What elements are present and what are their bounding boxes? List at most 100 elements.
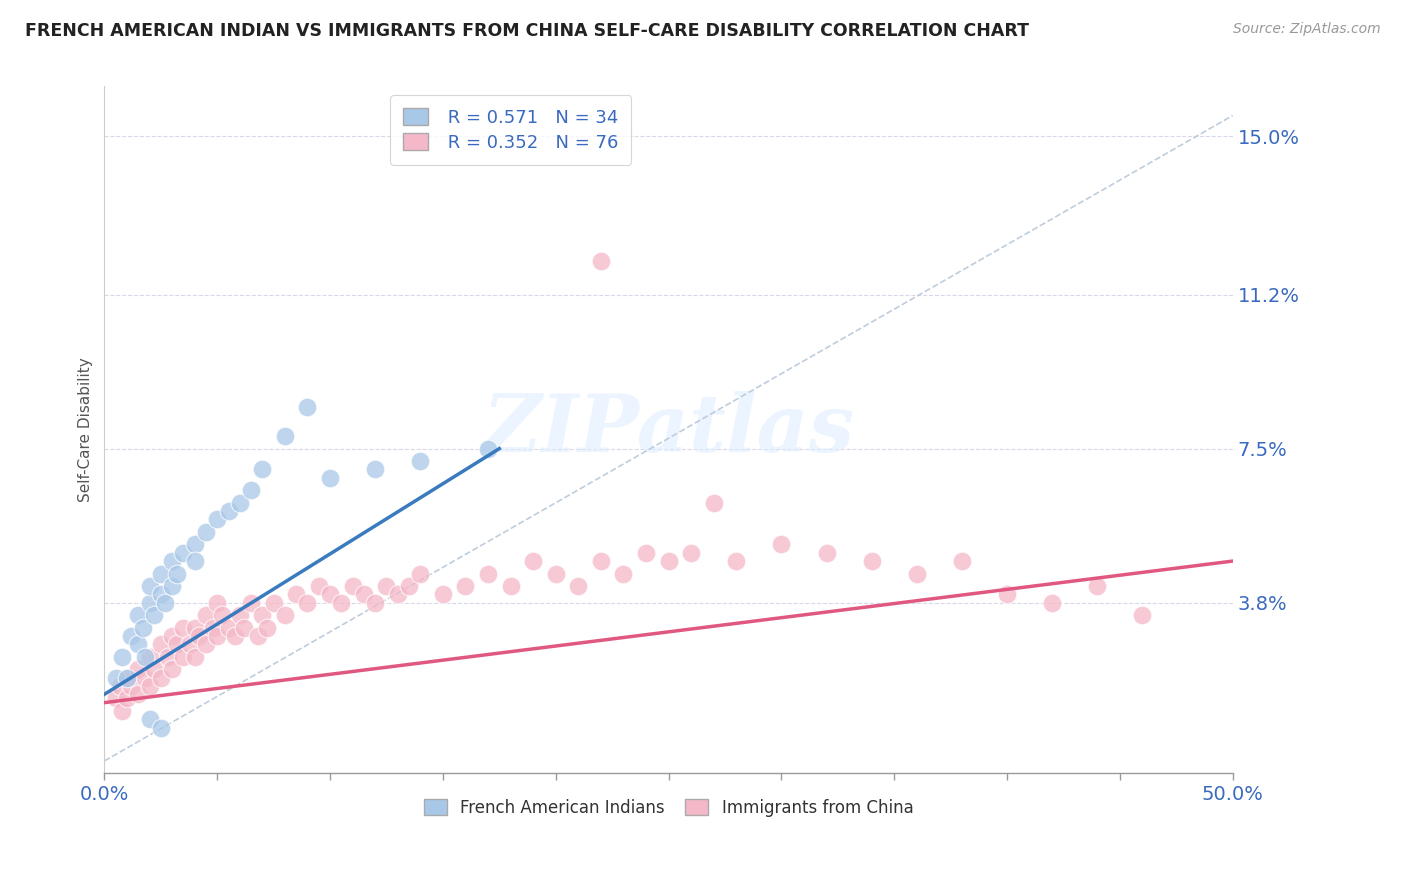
Point: [108, 679, 131, 693]
Point: [612, 566, 634, 581]
Point: [233, 621, 256, 635]
Point: [149, 671, 172, 685]
Point: [353, 587, 375, 601]
Point: [149, 566, 172, 581]
Point: [201, 621, 224, 635]
Point: [183, 537, 205, 551]
Point: [477, 442, 499, 456]
Point: [172, 621, 194, 635]
Point: [183, 649, 205, 664]
Point: [183, 621, 205, 635]
Point: [121, 679, 143, 693]
Point: [166, 566, 188, 581]
Point: [149, 721, 172, 735]
Point: [138, 712, 160, 726]
Point: [589, 554, 612, 568]
Legend: French American Indians, Immigrants from China: French American Indians, Immigrants from…: [418, 792, 920, 823]
Point: [1132, 608, 1154, 623]
Point: [567, 579, 589, 593]
Point: [364, 462, 387, 476]
Point: [319, 587, 342, 601]
Point: [172, 649, 194, 664]
Point: [134, 649, 156, 664]
Point: [224, 629, 246, 643]
Point: [138, 649, 160, 664]
Point: [589, 254, 612, 268]
Point: [127, 662, 149, 676]
Point: [160, 579, 183, 593]
Point: [111, 649, 134, 664]
Point: [905, 566, 928, 581]
Point: [127, 687, 149, 701]
Point: [127, 608, 149, 623]
Point: [274, 429, 297, 443]
Point: [319, 471, 342, 485]
Point: [160, 554, 183, 568]
Point: [115, 691, 138, 706]
Point: [658, 554, 681, 568]
Point: [134, 671, 156, 685]
Point: [194, 608, 217, 623]
Point: [499, 579, 522, 593]
Point: [240, 596, 263, 610]
Point: [950, 554, 973, 568]
Point: [1085, 579, 1108, 593]
Point: [229, 496, 252, 510]
Point: [522, 554, 544, 568]
Text: Source: ZipAtlas.com: Source: ZipAtlas.com: [1233, 22, 1381, 37]
Point: [172, 546, 194, 560]
Point: [127, 637, 149, 651]
Point: [104, 671, 127, 685]
Point: [138, 579, 160, 593]
Point: [256, 621, 278, 635]
Point: [143, 662, 166, 676]
Point: [115, 671, 138, 685]
Point: [308, 579, 330, 593]
Point: [297, 596, 319, 610]
Point: [770, 537, 793, 551]
Point: [860, 554, 883, 568]
Text: ZIPatlas: ZIPatlas: [482, 392, 855, 468]
Point: [285, 587, 308, 601]
Point: [166, 637, 188, 651]
Point: [252, 462, 274, 476]
Point: [194, 637, 217, 651]
Point: [387, 587, 409, 601]
Point: [544, 566, 567, 581]
Point: [138, 679, 160, 693]
Y-axis label: Self-Care Disability: Self-Care Disability: [79, 358, 93, 502]
Point: [218, 621, 240, 635]
Point: [205, 596, 228, 610]
Point: [634, 546, 657, 560]
Point: [155, 596, 177, 610]
Point: [274, 608, 297, 623]
Point: [725, 554, 748, 568]
Point: [111, 704, 134, 718]
Point: [229, 608, 252, 623]
Point: [1040, 596, 1063, 610]
Point: [194, 524, 217, 539]
Point: [205, 629, 228, 643]
Point: [160, 662, 183, 676]
Point: [703, 496, 725, 510]
Point: [815, 546, 838, 560]
Point: [409, 454, 432, 468]
Point: [160, 629, 183, 643]
Text: FRENCH AMERICAN INDIAN VS IMMIGRANTS FROM CHINA SELF-CARE DISABILITY CORRELATION: FRENCH AMERICAN INDIAN VS IMMIGRANTS FRO…: [25, 22, 1029, 40]
Point: [364, 596, 387, 610]
Point: [681, 546, 703, 560]
Point: [149, 587, 172, 601]
Point: [149, 637, 172, 651]
Point: [409, 566, 432, 581]
Point: [477, 566, 499, 581]
Point: [995, 587, 1018, 601]
Point: [297, 400, 319, 414]
Point: [263, 596, 285, 610]
Point: [104, 691, 127, 706]
Point: [188, 629, 211, 643]
Point: [252, 608, 274, 623]
Point: [143, 608, 166, 623]
Point: [454, 579, 477, 593]
Point: [115, 671, 138, 685]
Point: [330, 596, 353, 610]
